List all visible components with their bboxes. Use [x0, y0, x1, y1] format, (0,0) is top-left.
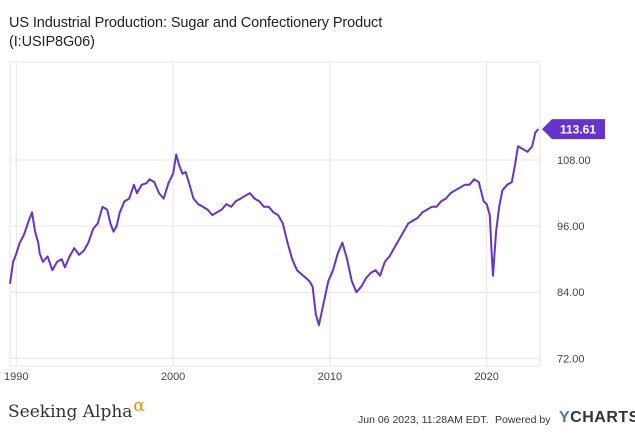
- x-tick-label: 2020: [474, 371, 498, 383]
- x-tick-label: 1990: [4, 371, 28, 383]
- last-value-tag: [542, 119, 605, 140]
- ycharts-logo[interactable]: YCHARTS: [559, 409, 635, 427]
- x-tick-label: 2000: [161, 371, 185, 383]
- plot-frame: [9, 61, 541, 367]
- ycharts-y-letter: Y: [559, 409, 571, 426]
- chart-title-line1: US Industrial Production: Sugar and Conf…: [9, 15, 383, 31]
- ycharts-text: CHARTS: [570, 409, 635, 426]
- y-tick-label: 96.00: [557, 221, 585, 233]
- y-tick-label: 108.00: [557, 155, 591, 167]
- timestamp: Jun 06 2023, 11:28AM EDT.: [358, 414, 489, 426]
- y-tick-label: 84.00: [557, 287, 585, 299]
- powered-by-label: Powered by: [495, 414, 551, 426]
- last-value-label: 113.61: [560, 123, 596, 137]
- series-line: [9, 128, 540, 327]
- chart-title: US Industrial Production: Sugar and Conf…: [9, 14, 382, 52]
- chart-title-line2: (I:USIP8G06): [9, 34, 95, 50]
- seeking-alpha-text: Seeking Alpha: [8, 402, 133, 422]
- y-tick-label: 72.00: [557, 353, 585, 365]
- seeking-alpha-logo[interactable]: Seeking Alphaα: [8, 396, 145, 422]
- x-tick-label: 2010: [318, 371, 342, 383]
- alpha-icon: α: [133, 396, 145, 416]
- line-chart: 72.00 84.00 96.00 108.00 1990 2000 2010 2020 113…: [4, 61, 605, 383]
